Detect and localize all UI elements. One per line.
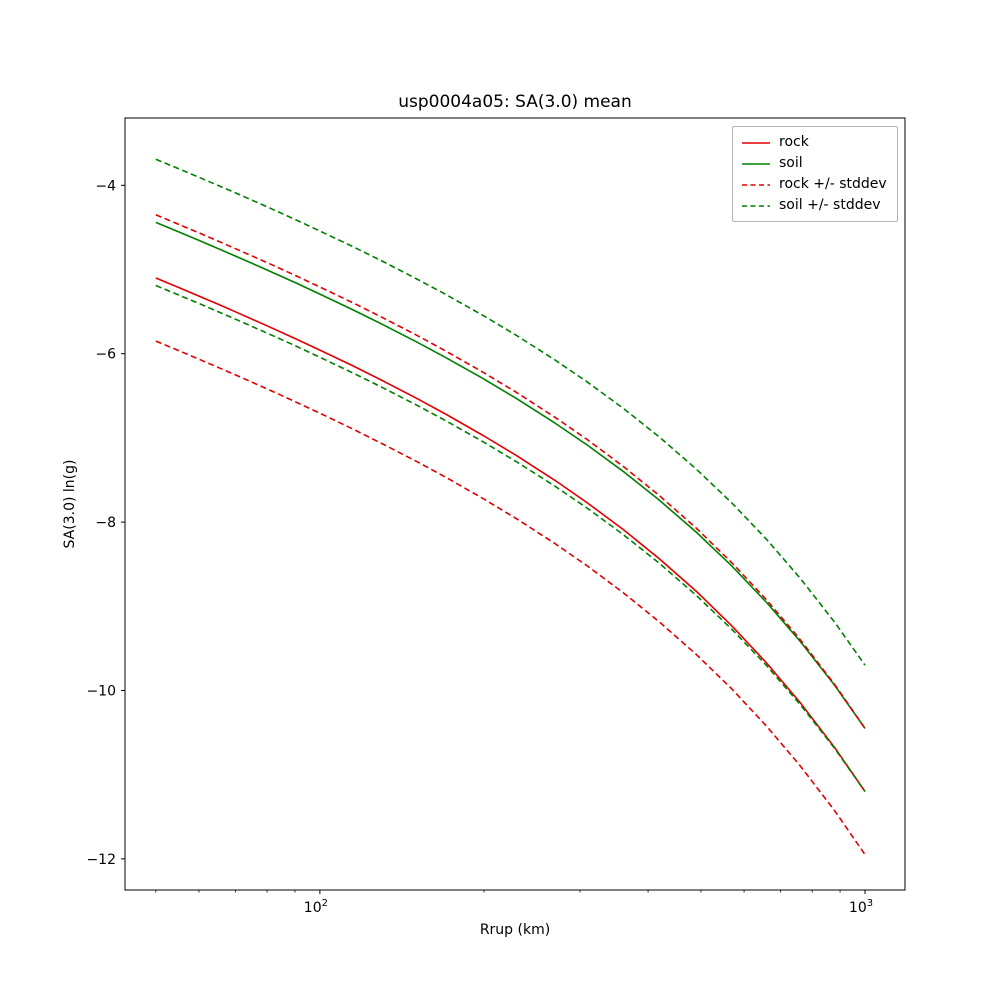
series-rock-stddev-lower-line [155,340,866,856]
legend-entry-rock: rock [741,132,889,153]
series-rock-stddev-upper-line [155,214,866,729]
series-soil-line [155,221,866,729]
x-axis-tick-label: 102 [304,898,328,916]
series-soil-stddev-upper-line [155,158,866,666]
series-rock-line [155,277,866,792]
legend-label-soil-stddev: soil +/- stddev [779,197,881,213]
y-axis-label: SA(3.0) ln(g) [62,459,78,549]
axes-frame [124,117,906,891]
legend-label-rock-stddev: rock +/- stddev [779,176,887,192]
legend-line-sample-rock [742,141,770,144]
y-axis-tick-label: −8 [95,515,116,531]
x-axis-tick-label: 103 [849,898,873,916]
legend-entry-soil-stddev: soil +/- stddev [741,195,889,216]
legend-label-soil: soil [779,155,803,171]
legend-label-rock: rock [779,134,809,150]
legend: rock soil rock +/- stddev soil +/- stdde… [732,126,898,222]
legend-line-sample-soil [742,162,770,165]
x-axis-label: Rrup (km) [479,922,551,938]
legend-entry-rock-stddev: rock +/- stddev [741,174,889,195]
y-axis-tick-label: −10 [86,683,116,699]
legend-entry-soil: soil [741,153,889,174]
series-soil-stddev-lower-line [155,284,866,792]
y-axis-tick-label: −4 [95,178,116,194]
chart-title: usp0004a05: SA(3.0) mean [398,92,632,112]
legend-line-sample-rock-stddev [742,183,770,186]
y-axis-tick-label: −12 [86,852,116,868]
legend-line-sample-soil-stddev [742,204,770,207]
y-axis-tick-label: −6 [95,347,116,363]
